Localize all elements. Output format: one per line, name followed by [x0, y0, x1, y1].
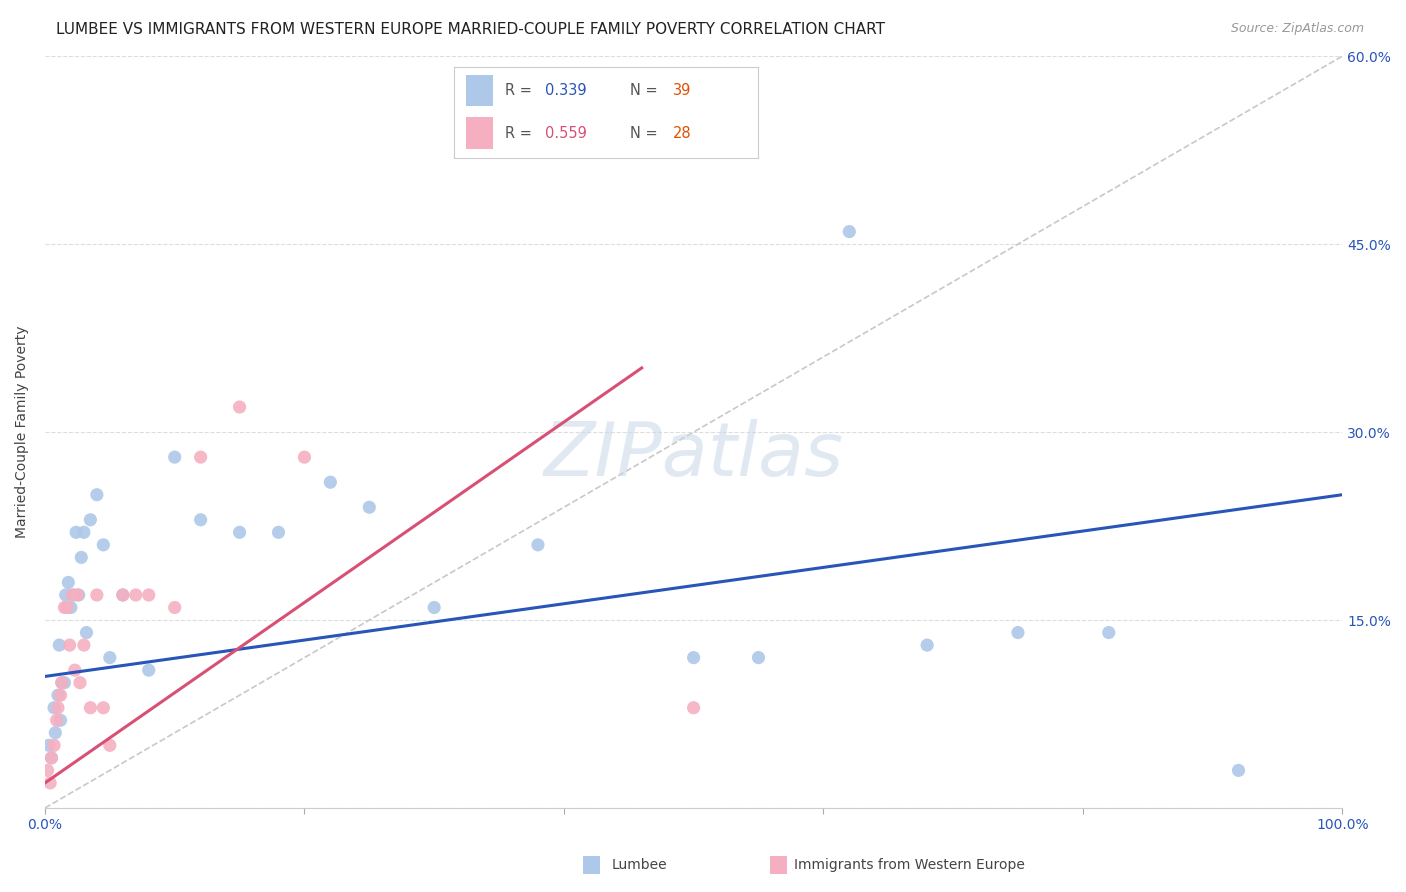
Point [319, 475, 342, 490]
Point [190, 513, 212, 527]
Point [59, 600, 82, 615]
Point [46, 688, 69, 702]
Point [49, 713, 72, 727]
Point [59, 638, 82, 652]
Point [359, 500, 381, 515]
Point [62, 588, 84, 602]
Point [67, 588, 90, 602]
Point [86, 488, 108, 502]
Point [138, 588, 160, 602]
Point [39, 776, 62, 790]
Point [66, 588, 89, 602]
Point [58, 575, 80, 590]
Point [93, 700, 115, 714]
Point [838, 225, 860, 239]
Point [682, 700, 704, 714]
Point [747, 650, 769, 665]
Point [49, 688, 72, 702]
Point [60, 588, 83, 602]
Point [53, 600, 76, 615]
Point [423, 600, 446, 615]
Point [51, 675, 73, 690]
Point [46, 700, 69, 714]
Point [163, 600, 186, 615]
Point [190, 450, 212, 464]
Point [44, 726, 66, 740]
Point [98, 650, 121, 665]
Point [1098, 625, 1121, 640]
Point [79, 700, 101, 714]
Point [37, 764, 59, 778]
Point [42, 700, 65, 714]
Point [527, 538, 550, 552]
Point [38, 739, 60, 753]
Point [65, 525, 87, 540]
Point [163, 450, 186, 464]
Point [111, 588, 134, 602]
Point [86, 588, 108, 602]
Point [41, 751, 63, 765]
Y-axis label: Married-Couple Family Poverty: Married-Couple Family Poverty [15, 326, 30, 539]
Point [98, 739, 121, 753]
Point [41, 751, 63, 765]
Point [45, 713, 67, 727]
Point [76, 625, 98, 640]
Point [267, 525, 290, 540]
Point [79, 513, 101, 527]
Point [73, 638, 96, 652]
Point [294, 450, 316, 464]
Point [42, 739, 65, 753]
Point [93, 538, 115, 552]
Point [138, 663, 160, 677]
Point [915, 638, 938, 652]
Point [228, 400, 250, 414]
Point [1227, 764, 1250, 778]
Text: Lumbee: Lumbee [612, 858, 668, 872]
Point [56, 600, 79, 615]
Point [125, 588, 148, 602]
Text: Immigrants from Western Europe: Immigrants from Western Europe [794, 858, 1025, 872]
Point [1007, 625, 1029, 640]
Point [111, 588, 134, 602]
Point [48, 638, 70, 652]
Point [55, 588, 77, 602]
Text: LUMBEE VS IMMIGRANTS FROM WESTERN EUROPE MARRIED-COUPLE FAMILY POVERTY CORRELATI: LUMBEE VS IMMIGRANTS FROM WESTERN EUROPE… [56, 22, 886, 37]
Point [682, 650, 704, 665]
Point [228, 525, 250, 540]
Text: Source: ZipAtlas.com: Source: ZipAtlas.com [1230, 22, 1364, 36]
Point [69, 675, 91, 690]
Point [70, 550, 93, 565]
Text: ZIPatlas: ZIPatlas [544, 418, 844, 491]
Point [73, 525, 96, 540]
Point [51, 675, 73, 690]
Point [53, 675, 76, 690]
Point [63, 663, 86, 677]
